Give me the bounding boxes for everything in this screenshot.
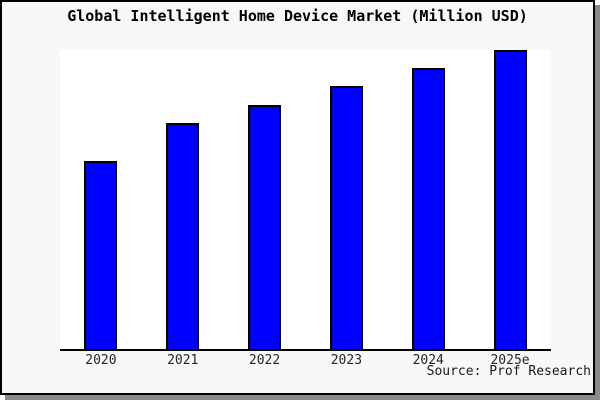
chart-window: Global Intelligent Home Device Market (M… bbox=[0, 0, 595, 395]
x-tick-label: 2024 bbox=[412, 353, 444, 368]
x-tick-label: 2025e bbox=[490, 353, 530, 368]
bar-slot bbox=[305, 50, 387, 349]
bar-2024 bbox=[411, 67, 445, 349]
bars-container bbox=[60, 50, 551, 349]
bar-2025e bbox=[493, 50, 527, 349]
bar-slot bbox=[224, 50, 306, 349]
bar-2021 bbox=[166, 123, 200, 349]
plot-area bbox=[60, 50, 551, 351]
x-tick-label: 2023 bbox=[330, 353, 363, 368]
x-axis-labels: 2020 2021 2022 2023 2024 2025e bbox=[60, 354, 551, 368]
bar-2022 bbox=[248, 105, 282, 349]
bar-slot bbox=[142, 50, 224, 349]
bar-2020 bbox=[84, 160, 118, 349]
x-tick-label: 2022 bbox=[248, 353, 281, 368]
bar-slot bbox=[60, 50, 142, 349]
source-credit: Source: Prof Research bbox=[426, 364, 591, 379]
x-tick-label: 2020 bbox=[85, 353, 117, 368]
chart-title: Global Intelligent Home Device Market (M… bbox=[67, 7, 528, 25]
x-tick-label: 2021 bbox=[167, 353, 199, 368]
bar-slot bbox=[387, 50, 469, 349]
bar-slot bbox=[469, 50, 551, 349]
bar-2023 bbox=[329, 85, 363, 349]
